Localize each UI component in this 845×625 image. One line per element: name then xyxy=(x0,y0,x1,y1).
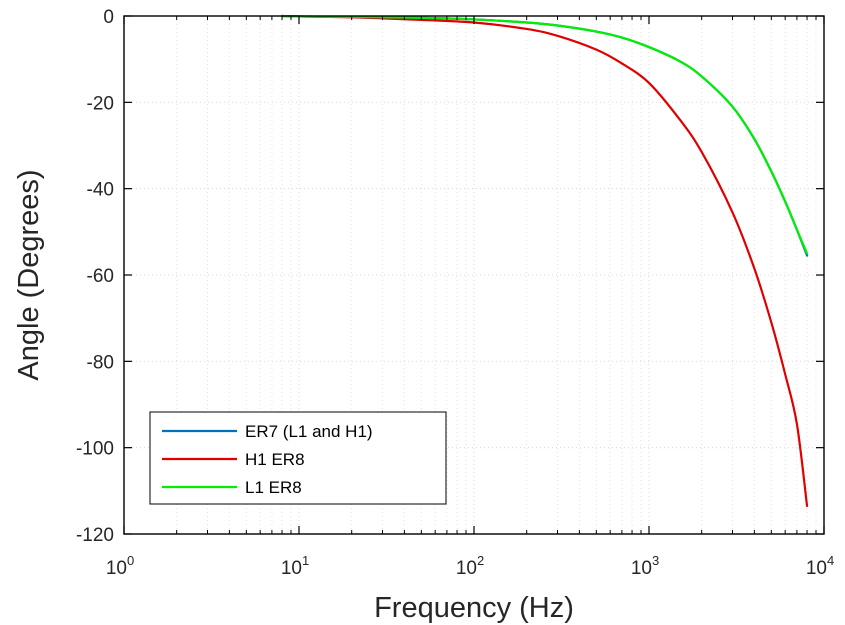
x-axis-title: Frequency (Hz) xyxy=(374,592,574,624)
legend-label-l1-er8: L1 ER8 xyxy=(245,478,302,497)
legend-item: H1 ER8 xyxy=(162,450,305,469)
y-tick-label: -120 xyxy=(76,525,114,546)
x-tick-label: 103 xyxy=(631,553,659,579)
y-tick-label: -20 xyxy=(87,93,114,114)
y-tick-label: -60 xyxy=(87,266,114,287)
x-tick-base: 10 xyxy=(456,558,477,579)
y-axis-title: Angle (Degrees) xyxy=(13,169,45,380)
x-tick-exponent: 4 xyxy=(827,553,834,568)
x-tick-label: 104 xyxy=(806,553,834,579)
y-tick-labels: 0 -20 -40 -60 -80 -100 -120 xyxy=(76,7,114,546)
x-tick-exponent: 2 xyxy=(477,553,484,568)
y-tick-label: -40 xyxy=(87,180,114,201)
legend-label-er7: ER7 (L1 and H1) xyxy=(245,422,373,441)
tick-layer xyxy=(123,15,825,535)
legend-label-h1-er8: H1 ER8 xyxy=(245,450,305,469)
legend-item: ER7 (L1 and H1) xyxy=(162,422,373,441)
x-tick-label: 100 xyxy=(106,553,134,579)
x-tick-exponent: 0 xyxy=(127,553,134,568)
x-tick-base: 10 xyxy=(806,558,827,579)
x-tick-base: 10 xyxy=(106,558,127,579)
y-tick-label: -80 xyxy=(87,352,114,373)
legend-item: L1 ER8 xyxy=(162,478,302,497)
x-tick-base: 10 xyxy=(631,558,652,579)
x-tick-exponent: 1 xyxy=(302,553,309,568)
series-line-h1-er8 xyxy=(280,14,809,508)
x-tick-label: 102 xyxy=(456,553,484,579)
y-tick-label: -100 xyxy=(76,439,114,460)
x-tick-labels: 100 101 102 103 104 xyxy=(106,553,834,579)
legend: ER7 (L1 and H1) H1 ER8 L1 ER8 xyxy=(149,411,447,505)
x-tick-base: 10 xyxy=(281,558,302,579)
series-layer xyxy=(280,14,809,508)
y-tick-label: 0 xyxy=(103,7,114,28)
x-tick-exponent: 3 xyxy=(652,553,659,568)
x-tick-label: 101 xyxy=(281,553,309,579)
series-line-l1-er8 xyxy=(280,14,809,255)
